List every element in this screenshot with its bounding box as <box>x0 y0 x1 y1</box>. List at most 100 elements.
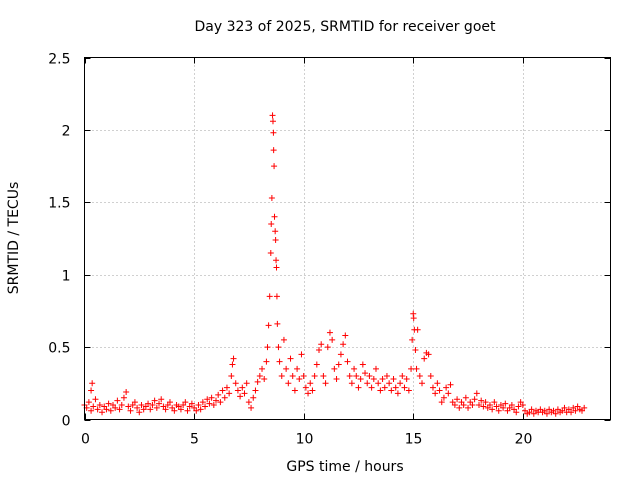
data-point <box>273 257 280 264</box>
data-point <box>337 351 344 358</box>
data-point <box>289 373 296 380</box>
data-point <box>147 406 154 413</box>
data-point <box>210 402 217 409</box>
data-point <box>107 407 114 414</box>
data-point <box>322 380 329 387</box>
data-point <box>229 361 236 368</box>
data-point <box>489 406 496 413</box>
data-point <box>245 399 252 406</box>
data-point <box>92 396 99 403</box>
data-point <box>313 361 320 368</box>
data-point <box>125 403 132 410</box>
data-point <box>162 406 169 413</box>
y-tick-label: 1 <box>62 269 71 285</box>
data-point <box>270 147 277 154</box>
data-point <box>335 361 342 368</box>
data-point <box>105 400 112 407</box>
data-point <box>370 375 377 382</box>
data-point <box>145 400 152 407</box>
data-point <box>348 380 355 387</box>
x-tick-label: 0 <box>81 432 90 448</box>
data-point <box>268 221 275 228</box>
data-point <box>508 402 515 409</box>
data-point <box>302 384 309 391</box>
data-point <box>118 402 125 409</box>
data-point <box>269 118 276 125</box>
data-point <box>473 390 480 397</box>
data-point <box>237 393 244 400</box>
data-point <box>568 409 575 416</box>
data-point <box>413 365 420 372</box>
data-point <box>265 322 272 329</box>
data-point <box>375 380 382 387</box>
data-point <box>390 375 397 382</box>
data-point <box>88 407 95 414</box>
data-point <box>263 358 270 365</box>
data-point <box>252 387 259 394</box>
data-point <box>381 384 388 391</box>
data-point <box>158 396 165 403</box>
data-point <box>438 399 445 406</box>
data-point <box>324 344 331 351</box>
data-point <box>271 163 278 170</box>
data-point <box>88 387 95 394</box>
data-point <box>515 403 522 410</box>
data-point <box>379 375 386 382</box>
data-point <box>270 129 277 136</box>
data-point <box>116 406 123 413</box>
data-point <box>234 387 241 394</box>
data-point <box>399 373 406 380</box>
data-point <box>177 406 184 413</box>
data-point <box>149 402 156 409</box>
data-point <box>138 402 145 409</box>
data-point <box>561 404 568 411</box>
data-point <box>223 384 230 391</box>
data-point <box>372 365 379 372</box>
data-point <box>123 388 130 395</box>
data-point <box>346 373 353 380</box>
data-point <box>199 399 206 406</box>
data-point <box>112 404 119 411</box>
data-point <box>320 373 327 380</box>
data-point <box>394 390 401 397</box>
y-tick-label: 0.5 <box>48 341 70 357</box>
chart-title: Day 323 of 2025, SRMTID for receiver goe… <box>195 19 496 35</box>
data-point <box>421 355 428 362</box>
data-point <box>271 213 278 220</box>
data-point <box>90 403 97 410</box>
y-axis-label: SRMTID / TECUs <box>6 182 22 295</box>
data-point <box>513 409 520 416</box>
data-point <box>217 399 224 406</box>
data-point <box>85 399 92 406</box>
data-point <box>476 402 482 409</box>
data-point <box>272 236 279 243</box>
data-point <box>440 394 447 401</box>
data-point <box>298 351 305 358</box>
data-point <box>278 373 285 380</box>
data-point <box>114 397 121 404</box>
data-point <box>96 402 103 409</box>
data-point <box>392 384 399 391</box>
data-point <box>528 406 535 413</box>
data-point <box>195 402 202 409</box>
data-point <box>502 400 509 407</box>
data-point <box>294 365 301 372</box>
data-point <box>204 396 211 403</box>
data-points <box>81 112 588 417</box>
data-point <box>274 320 281 327</box>
data-point <box>267 249 274 256</box>
y-tick-label: 1.5 <box>48 196 70 212</box>
data-point <box>273 293 280 300</box>
data-point <box>275 344 282 351</box>
data-point <box>256 373 263 380</box>
data-point <box>285 380 292 387</box>
data-point <box>228 373 235 380</box>
data-point <box>432 390 439 397</box>
data-point <box>197 406 204 413</box>
data-point <box>250 394 257 401</box>
data-point <box>434 380 441 387</box>
data-point <box>331 365 338 372</box>
data-point <box>383 373 390 380</box>
data-point <box>427 373 434 380</box>
